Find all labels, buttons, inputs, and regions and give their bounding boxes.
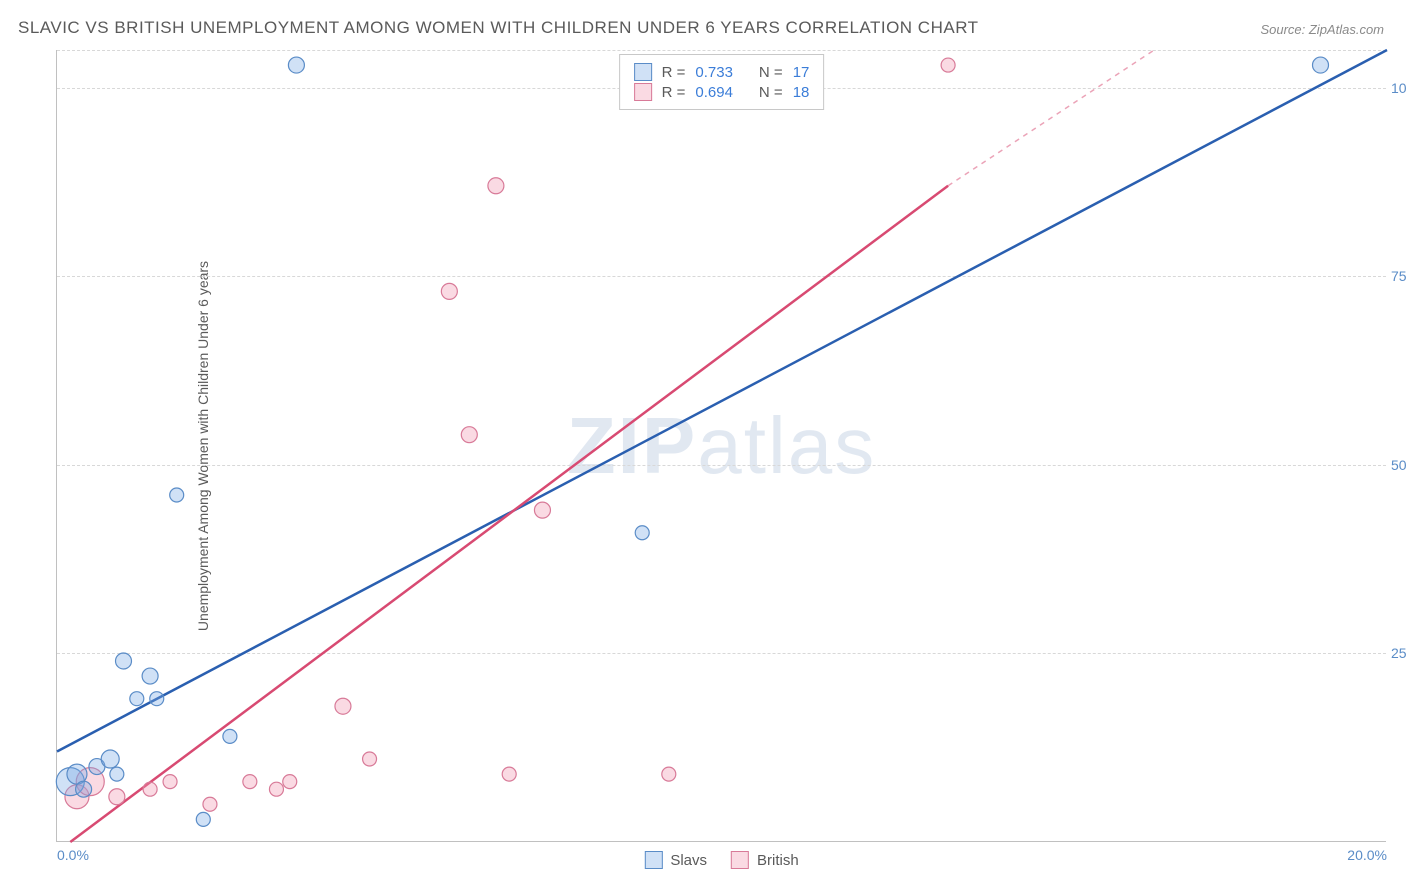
data-point bbox=[143, 782, 157, 796]
data-point bbox=[1313, 57, 1329, 73]
data-point bbox=[109, 789, 125, 805]
legend-label-slavs: Slavs bbox=[670, 852, 707, 869]
data-point bbox=[662, 767, 676, 781]
data-point bbox=[203, 797, 217, 811]
data-point bbox=[243, 775, 257, 789]
n-label: N = bbox=[759, 84, 783, 101]
data-point bbox=[142, 668, 158, 684]
y-tick-label: 50.0% bbox=[1391, 457, 1406, 473]
data-point bbox=[441, 283, 457, 299]
legend-item-slavs: Slavs bbox=[644, 851, 707, 869]
data-point bbox=[502, 767, 516, 781]
data-point bbox=[461, 427, 477, 443]
data-point bbox=[635, 526, 649, 540]
data-point bbox=[170, 488, 184, 502]
swatch-british bbox=[634, 83, 652, 101]
data-point bbox=[363, 752, 377, 766]
n-label: N = bbox=[759, 64, 783, 81]
data-point bbox=[163, 775, 177, 789]
data-point bbox=[76, 781, 92, 797]
r-label: R = bbox=[662, 84, 686, 101]
data-point bbox=[101, 750, 119, 768]
chart-svg bbox=[57, 50, 1386, 841]
plot-area: ZIPatlas 25.0%50.0%75.0%100.0% R = 0.733… bbox=[56, 50, 1386, 842]
chart-title: SLAVIC VS BRITISH UNEMPLOYMENT AMONG WOM… bbox=[18, 18, 979, 38]
y-tick-label: 100.0% bbox=[1391, 80, 1406, 96]
data-point bbox=[288, 57, 304, 73]
data-point bbox=[283, 775, 297, 789]
legend-row-slavs: R = 0.733 N = 17 bbox=[634, 63, 810, 81]
data-point bbox=[534, 502, 550, 518]
x-tick-label: 0.0% bbox=[57, 847, 89, 863]
data-point bbox=[941, 58, 955, 72]
r-label: R = bbox=[662, 64, 686, 81]
data-point bbox=[269, 782, 283, 796]
y-tick-label: 75.0% bbox=[1391, 268, 1406, 284]
y-tick-label: 25.0% bbox=[1391, 645, 1406, 661]
swatch-slavs bbox=[634, 63, 652, 81]
data-point bbox=[223, 729, 237, 743]
n-value-slavs: 17 bbox=[793, 64, 810, 81]
trendline-slavs bbox=[57, 50, 1387, 751]
legend-label-british: British bbox=[757, 852, 799, 869]
r-value-british: 0.694 bbox=[695, 84, 733, 101]
data-point bbox=[488, 178, 504, 194]
data-point bbox=[196, 812, 210, 826]
data-point bbox=[116, 653, 132, 669]
data-point bbox=[130, 692, 144, 706]
data-point bbox=[335, 698, 351, 714]
r-value-slavs: 0.733 bbox=[695, 64, 733, 81]
legend-row-british: R = 0.694 N = 18 bbox=[634, 83, 810, 101]
swatch-slavs-bottom bbox=[644, 851, 662, 869]
chart-container: SLAVIC VS BRITISH UNEMPLOYMENT AMONG WOM… bbox=[0, 0, 1406, 892]
data-point bbox=[150, 692, 164, 706]
data-point bbox=[110, 767, 124, 781]
n-value-british: 18 bbox=[793, 84, 810, 101]
legend-correlation: R = 0.733 N = 17 R = 0.694 N = 18 bbox=[619, 54, 825, 110]
legend-series: Slavs British bbox=[644, 851, 798, 869]
legend-item-british: British bbox=[731, 851, 799, 869]
trendline-british-dashed bbox=[948, 50, 1154, 186]
x-tick-label: 20.0% bbox=[1347, 847, 1387, 863]
swatch-british-bottom bbox=[731, 851, 749, 869]
source-label: Source: ZipAtlas.com bbox=[1260, 22, 1384, 37]
trendline-british bbox=[70, 186, 948, 842]
